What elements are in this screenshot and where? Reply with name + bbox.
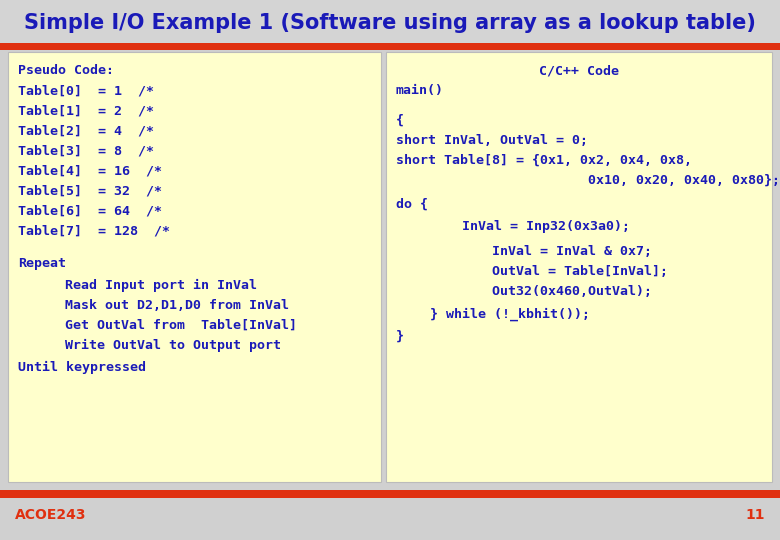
- Text: Table[5]  = 32  /*: Table[5] = 32 /*: [18, 185, 162, 198]
- Text: do {: do {: [396, 198, 428, 211]
- Text: Pseudo Code:: Pseudo Code:: [18, 64, 114, 77]
- Text: short Table[8] = {0x1, 0x2, 0x4, 0x8,: short Table[8] = {0x1, 0x2, 0x4, 0x8,: [396, 154, 692, 167]
- Text: Read Input port in InVal: Read Input port in InVal: [65, 279, 257, 292]
- Text: Out32(0x460,OutVal);: Out32(0x460,OutVal);: [460, 285, 652, 298]
- Text: }: }: [396, 330, 404, 343]
- Text: Table[1]  = 2  /*: Table[1] = 2 /*: [18, 105, 154, 118]
- Text: 11: 11: [746, 508, 765, 522]
- Text: InVal = InVal & 0x7;: InVal = InVal & 0x7;: [460, 245, 652, 258]
- Text: Table[3]  = 8  /*: Table[3] = 8 /*: [18, 145, 154, 158]
- Text: C/C++ Code: C/C++ Code: [539, 64, 619, 77]
- Text: OutVal = Table[InVal];: OutVal = Table[InVal];: [460, 265, 668, 278]
- Text: main(): main(): [396, 84, 444, 97]
- Text: Mask out D2,D1,D0 from InVal: Mask out D2,D1,D0 from InVal: [65, 299, 289, 312]
- Text: Table[2]  = 4  /*: Table[2] = 4 /*: [18, 125, 154, 138]
- FancyBboxPatch shape: [0, 43, 780, 50]
- FancyBboxPatch shape: [0, 490, 780, 498]
- Text: Write OutVal to Output port: Write OutVal to Output port: [65, 339, 281, 352]
- Text: InVal = Inp32(0x3a0);: InVal = Inp32(0x3a0);: [430, 220, 630, 233]
- Text: Repeat: Repeat: [18, 257, 66, 270]
- Text: Simple I/O Example 1 (Software using array as a lookup table): Simple I/O Example 1 (Software using arr…: [24, 13, 756, 33]
- FancyBboxPatch shape: [8, 52, 381, 482]
- FancyBboxPatch shape: [386, 52, 772, 482]
- Text: ACOE243: ACOE243: [15, 508, 87, 522]
- Text: } while (!_kbhit());: } while (!_kbhit());: [430, 308, 590, 321]
- Text: 0x10, 0x20, 0x40, 0x80};: 0x10, 0x20, 0x40, 0x80};: [396, 174, 780, 187]
- Text: Table[0]  = 1  /*: Table[0] = 1 /*: [18, 85, 154, 98]
- Text: Get OutVal from  Table[InVal]: Get OutVal from Table[InVal]: [65, 319, 297, 332]
- Text: {: {: [396, 114, 404, 127]
- FancyBboxPatch shape: [0, 0, 780, 46]
- Text: short InVal, OutVal = 0;: short InVal, OutVal = 0;: [396, 134, 588, 147]
- Text: Table[6]  = 64  /*: Table[6] = 64 /*: [18, 205, 162, 218]
- Text: Until keypressed: Until keypressed: [18, 361, 146, 374]
- Text: Table[4]  = 16  /*: Table[4] = 16 /*: [18, 165, 162, 178]
- Text: Table[7]  = 128  /*: Table[7] = 128 /*: [18, 225, 170, 238]
